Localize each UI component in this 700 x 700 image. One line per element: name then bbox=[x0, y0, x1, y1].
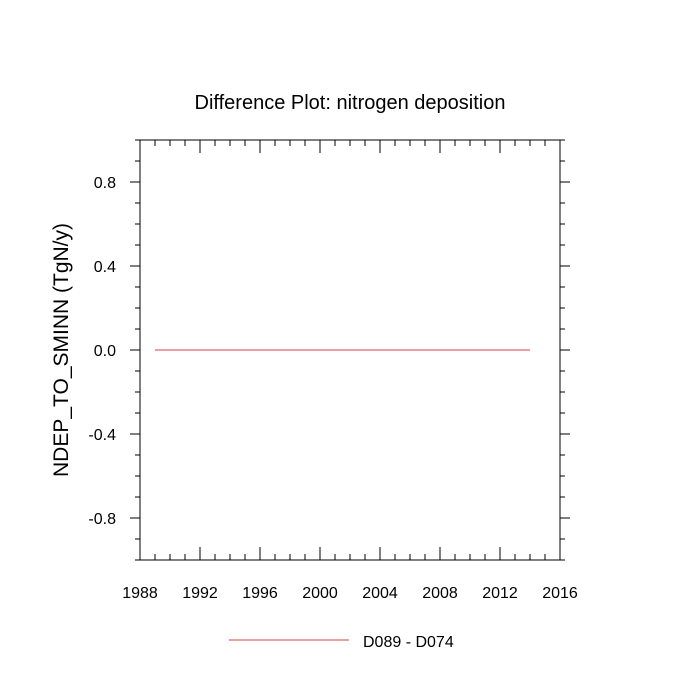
y-axis-title: NDEP_TO_SMINN (TgN/y) bbox=[50, 223, 73, 477]
y-tick-label: 0.4 bbox=[94, 259, 116, 276]
x-tick-label: 2012 bbox=[482, 585, 518, 602]
y-tick-label: -0.8 bbox=[88, 511, 116, 528]
x-tick-label: 1992 bbox=[182, 585, 218, 602]
y-tick-label: 0.0 bbox=[94, 343, 116, 360]
y-tick-label: 0.8 bbox=[94, 175, 116, 192]
x-tick-label: 2016 bbox=[542, 585, 578, 602]
chart-title: Difference Plot: nitrogen deposition bbox=[195, 92, 506, 114]
y-axis-ticks: -0.8 -0.4 0.0 0.4 0.8 bbox=[88, 139, 570, 561]
legend-label: D089 - D074 bbox=[363, 634, 454, 651]
y-tick-label: -0.4 bbox=[88, 427, 116, 444]
x-tick-label: 1988 bbox=[122, 585, 158, 602]
x-tick-label: 2008 bbox=[422, 585, 458, 602]
x-tick-label: 2000 bbox=[302, 585, 338, 602]
x-tick-label: 2004 bbox=[362, 585, 398, 602]
x-axis-ticks: 1988 1992 1996 2000 2004 2008 2012 2016 bbox=[122, 140, 578, 602]
x-tick-label: 1996 bbox=[242, 585, 278, 602]
